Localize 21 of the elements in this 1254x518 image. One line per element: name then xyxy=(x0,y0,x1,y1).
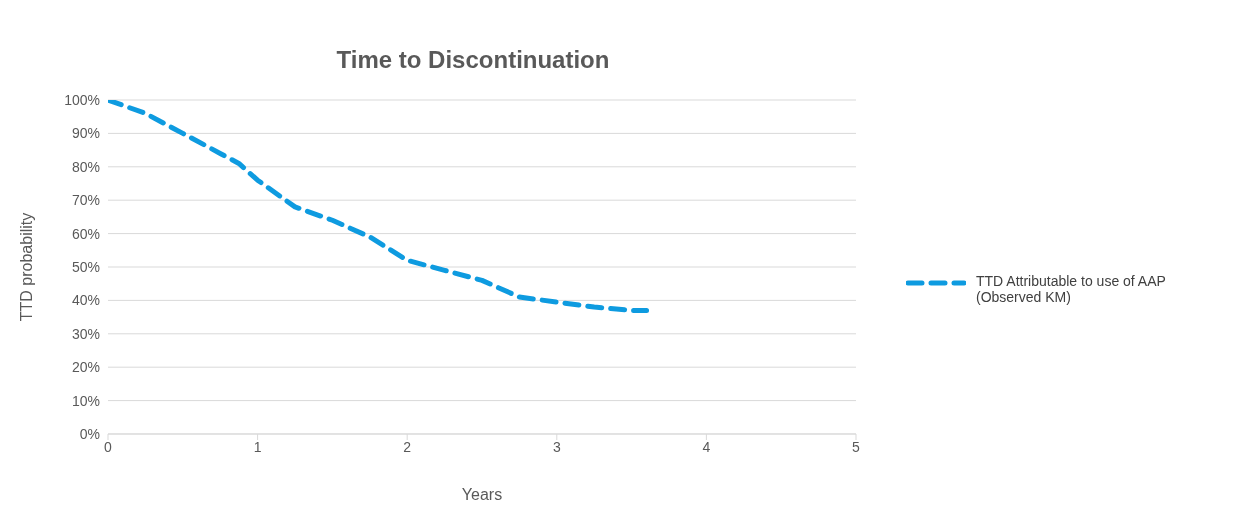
y-tick-label: 0% xyxy=(79,425,100,442)
chart-title: Time to Discontinuation xyxy=(335,45,611,74)
y-tick-label: 40% xyxy=(71,292,100,309)
x-tick-label: 0 xyxy=(104,438,113,455)
y-tick-label: 10% xyxy=(71,392,100,409)
y-tick-label: 80% xyxy=(71,158,100,175)
y-tick-label: 50% xyxy=(71,258,100,275)
x-tick-label: 4 xyxy=(702,438,711,455)
y-tick-label: 60% xyxy=(71,225,100,242)
y-tick-label: 70% xyxy=(71,192,100,209)
y-tick-label: 30% xyxy=(71,325,100,342)
y-tick-label: 100% xyxy=(64,91,100,108)
x-tick-label: 1 xyxy=(253,438,262,455)
y-tick-label: 90% xyxy=(71,125,100,142)
x-tick-label: 2 xyxy=(403,438,412,455)
y-axis-title: TTD probability xyxy=(17,212,35,322)
y-tick-label: 20% xyxy=(71,359,100,376)
x-tick-label: 5 xyxy=(852,438,861,455)
x-tick-label: 3 xyxy=(552,438,561,455)
legend-label: TTD Attributable to use of AAP (Observed KM) xyxy=(976,273,1167,305)
x-axis-title: Years xyxy=(461,486,503,503)
